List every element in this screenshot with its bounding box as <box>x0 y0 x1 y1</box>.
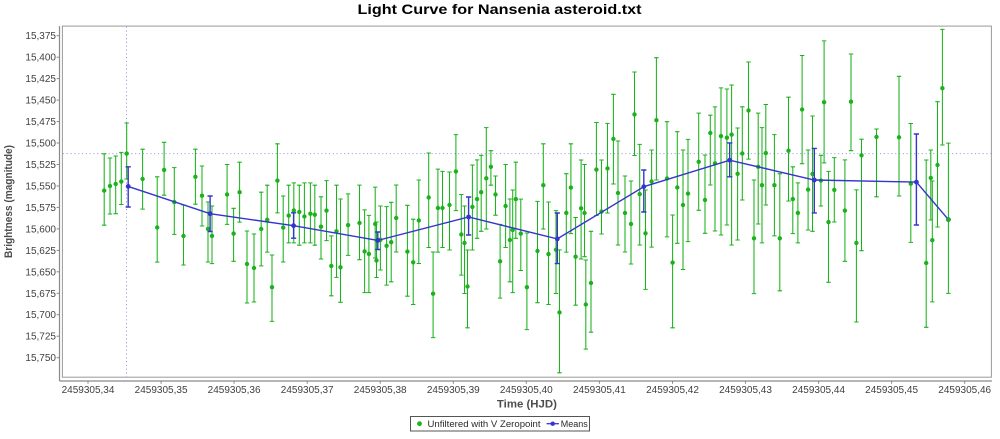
svg-text:15,400: 15,400 <box>25 53 56 64</box>
svg-text:15,725: 15,725 <box>25 332 56 343</box>
svg-text:15,650: 15,650 <box>25 267 56 278</box>
svg-text:2459305,43: 2459305,43 <box>719 385 772 396</box>
svg-text:15,500: 15,500 <box>25 139 56 150</box>
svg-text:15,425: 15,425 <box>25 74 56 85</box>
svg-text:2459305,38: 2459305,38 <box>354 385 407 396</box>
svg-text:Light Curve for Nansenia aster: Light Curve for Nansenia asteroid.txt <box>358 1 642 17</box>
svg-text:2459305,46: 2459305,46 <box>938 385 991 396</box>
svg-text:2459305,35: 2459305,35 <box>135 385 188 396</box>
svg-text:15,625: 15,625 <box>25 246 56 257</box>
svg-text:2459305,39: 2459305,39 <box>427 385 480 396</box>
svg-text:Brightness (magnitude): Brightness (magnitude) <box>3 145 15 258</box>
svg-text:2459305,45: 2459305,45 <box>865 385 918 396</box>
svg-text:15,375: 15,375 <box>25 31 56 42</box>
svg-text:2459305,40: 2459305,40 <box>500 385 553 396</box>
svg-text:2459305,41: 2459305,41 <box>573 385 626 396</box>
svg-text:Time (HJD): Time (HJD) <box>497 399 557 411</box>
svg-text:2459305,44: 2459305,44 <box>792 385 845 396</box>
svg-text:15,700: 15,700 <box>25 310 56 321</box>
svg-text:2459305,36: 2459305,36 <box>208 385 261 396</box>
svg-text:15,575: 15,575 <box>25 203 56 214</box>
svg-text:2459305,42: 2459305,42 <box>646 385 699 396</box>
svg-text:2459305,37: 2459305,37 <box>281 385 334 396</box>
svg-text:15,450: 15,450 <box>25 96 56 107</box>
svg-text:15,550: 15,550 <box>25 182 56 193</box>
svg-text:15,525: 15,525 <box>25 160 56 171</box>
svg-text:Unfiltered with V Zeropoint: Unfiltered with V Zeropoint <box>428 419 542 429</box>
svg-text:15,750: 15,750 <box>25 353 56 364</box>
svg-text:15,675: 15,675 <box>25 289 56 300</box>
svg-text:2459305,34: 2459305,34 <box>62 385 115 396</box>
svg-text:15,475: 15,475 <box>25 117 56 128</box>
svg-text:15,600: 15,600 <box>25 224 56 235</box>
svg-text:Means: Means <box>561 419 589 429</box>
